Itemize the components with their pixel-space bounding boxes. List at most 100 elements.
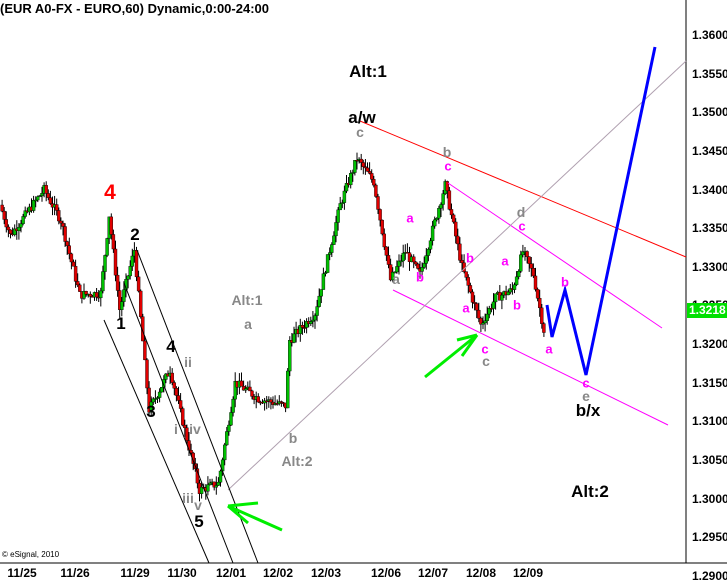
- candle-body: [57, 210, 61, 222]
- candle-body: [533, 275, 538, 290]
- candle-body: [157, 391, 162, 398]
- candle-body: [225, 431, 229, 446]
- candle-body: [521, 251, 525, 256]
- candle-body: [149, 401, 153, 413]
- candle-body: [138, 290, 143, 317]
- candle-body: [105, 238, 109, 256]
- candle-body: [172, 382, 177, 389]
- x-tick-label: 12/01: [215, 566, 247, 580]
- candle-body: [437, 208, 441, 219]
- candle-body: [298, 325, 302, 334]
- candle-body: [34, 199, 38, 202]
- chart-title: (EUR A0-FX - EURO,60) Dynamic,0:00-24:00: [0, 1, 269, 16]
- candle-body: [46, 193, 50, 198]
- wave-label: Alt:2: [571, 482, 609, 501]
- candle-body: [426, 249, 431, 256]
- wave-label: 4: [104, 181, 116, 204]
- candle-body: [485, 313, 489, 321]
- candle-body: [176, 395, 181, 401]
- candle-body: [500, 294, 504, 301]
- candle-body: [36, 196, 40, 201]
- red-trendline: [359, 120, 687, 258]
- candle-body: [227, 424, 231, 432]
- candle-body: [395, 266, 399, 273]
- candle-body: [206, 484, 210, 492]
- wave-label: c: [582, 375, 590, 391]
- candle-body: [304, 321, 309, 328]
- candle-body: [351, 172, 355, 174]
- x-tick-label: 11/25: [7, 566, 37, 580]
- candle-body: [145, 359, 149, 389]
- wave-label: 3: [146, 402, 156, 421]
- x-tick-label: 12/09: [512, 566, 544, 580]
- candle-body: [376, 196, 380, 210]
- candle-body: [508, 288, 512, 293]
- candle-body: [328, 252, 332, 255]
- candle-body: [355, 160, 359, 162]
- candle-body: [170, 372, 174, 383]
- y-tick-label: 1.3150: [692, 375, 727, 390]
- candle-body: [300, 325, 305, 328]
- wave-label: Alt:2: [281, 453, 313, 469]
- candle-body: [428, 240, 433, 250]
- candle-body: [248, 386, 252, 392]
- wave-label: 2: [130, 225, 140, 244]
- candle-body: [17, 227, 21, 231]
- candle-body: [386, 255, 391, 265]
- candle-body: [422, 263, 426, 268]
- candle-body: [458, 243, 462, 261]
- candle-body: [134, 250, 139, 278]
- candle-body: [447, 190, 452, 210]
- candle-body: [130, 255, 135, 267]
- candle-body: [433, 219, 437, 227]
- candle-body: [439, 204, 443, 209]
- wave-label: b: [288, 430, 298, 446]
- candle-body: [332, 235, 336, 245]
- candle-body: [147, 387, 151, 413]
- candle-body: [55, 204, 59, 211]
- candle-body: [153, 398, 158, 400]
- candle-body: [449, 209, 454, 216]
- wave-label: 5: [194, 512, 204, 531]
- candle-body: [493, 293, 498, 303]
- wave-label: 4: [166, 337, 176, 356]
- wave-label: c: [482, 353, 490, 369]
- x-tick-label: 11/29: [120, 566, 150, 580]
- candle-body: [349, 173, 353, 186]
- x-tick-label: 12/06: [370, 566, 402, 580]
- upper-channel-line: [447, 182, 663, 329]
- candle-body: [67, 245, 72, 255]
- candle-body: [231, 398, 235, 413]
- candle-body: [342, 190, 347, 203]
- candle-body: [275, 403, 279, 405]
- x-tick-label: 12/02: [262, 566, 294, 580]
- candle-body: [365, 167, 370, 172]
- candle-body: [0, 204, 4, 212]
- wave-label: b: [442, 144, 452, 160]
- y-tick-label: 1.3050: [692, 453, 727, 468]
- candle-body: [477, 309, 481, 319]
- candle-body: [424, 255, 428, 264]
- wave-label: c: [356, 124, 364, 140]
- wave-label: e: [582, 388, 590, 404]
- candle-body: [250, 390, 254, 397]
- candle-body: [2, 210, 6, 220]
- candle-body: [391, 271, 395, 281]
- candle-body: [542, 323, 546, 333]
- candle-body: [430, 225, 435, 241]
- candle-body: [460, 260, 464, 264]
- candle-body: [208, 482, 212, 485]
- candle-body: [302, 327, 307, 329]
- candle-body: [527, 256, 531, 264]
- candle-body: [517, 271, 521, 278]
- candle-body: [529, 263, 533, 269]
- candle-body: [180, 408, 185, 426]
- wave-label: v: [194, 497, 202, 513]
- candle-body: [336, 209, 340, 223]
- grey-trendline: [227, 60, 687, 491]
- candle-body: [136, 276, 141, 292]
- y-tick-label: 1.3200: [692, 337, 727, 352]
- candle-body: [113, 248, 118, 276]
- candle-body: [464, 271, 468, 278]
